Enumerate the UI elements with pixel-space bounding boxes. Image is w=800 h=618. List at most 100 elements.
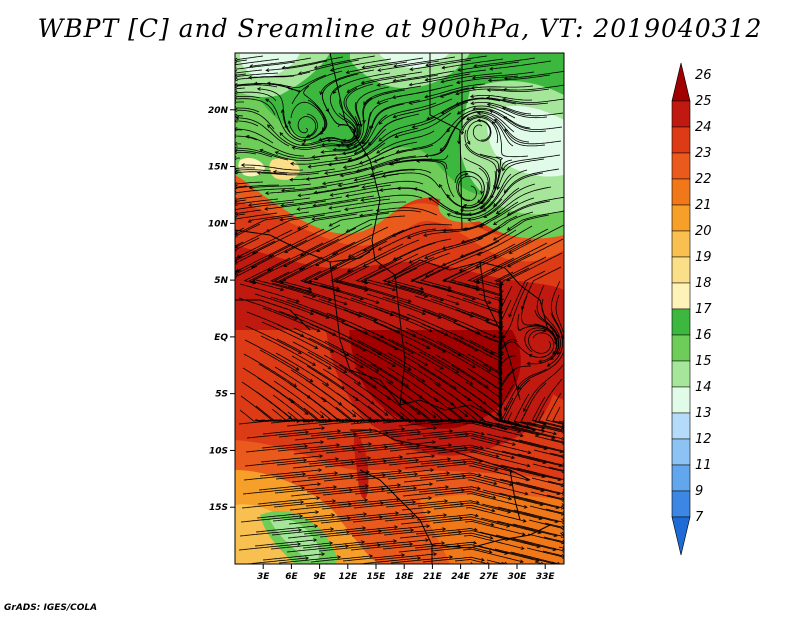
streamline [357,445,420,453]
streamline-arrow [331,513,336,518]
streamline [420,266,452,289]
streamline-arrow [395,511,400,516]
streamline-arrow [561,463,564,467]
streamline [298,59,360,74]
streamline [240,515,303,523]
streamline [378,228,437,251]
streamline-arrow [561,553,564,558]
streamline [258,483,321,491]
streamline [235,98,276,116]
streamline [418,365,471,401]
streamline [366,293,426,315]
streamline-arrow [463,203,468,208]
streamline [308,337,364,368]
streamline-arrow [473,527,478,532]
streamline-arrow [486,561,490,564]
credit-text: GrADS: IGES/COLA [4,603,98,613]
streamline-arrow [413,187,418,191]
streamline [455,97,517,106]
streamline [256,511,319,519]
streamline-arrow [265,68,270,72]
streamline [305,379,356,417]
streamline-arrow [365,484,370,489]
streamline-arrow [466,397,471,401]
streamline [527,326,559,365]
streamline-arrow [466,140,471,145]
streamline [480,159,513,210]
streamline [362,180,424,188]
streamline [550,438,564,443]
streamline [466,493,527,508]
streamline [496,186,552,214]
streamline-arrow [470,562,474,564]
streamline [270,542,333,550]
streamline-arrow [313,65,318,70]
streamline-arrow [496,440,501,444]
streamline [458,116,499,144]
streamline-arrow [315,262,320,267]
colorbar-label: 22 [695,172,712,187]
streamline [475,239,532,269]
streamline [236,223,261,237]
streamline-arrow [489,535,494,540]
streamline [373,144,434,163]
streamline [238,543,301,551]
streamline [363,253,419,282]
streamline-arrow [479,445,484,450]
streamline [236,59,248,62]
streamline-arrow [286,86,291,90]
streamline-arrow [389,161,394,166]
streamline [355,257,403,284]
streamline-arrow [482,208,487,212]
streamline-arrow [426,116,431,120]
streamline [502,562,506,564]
streamline [307,471,370,479]
streamline-arrow [329,193,334,197]
streamline [499,478,560,495]
streamline-arrow [561,531,564,536]
streamline [460,229,517,258]
streamline [494,271,514,308]
streamline-arrow [506,227,511,231]
streamline-arrow [251,278,256,283]
streamline [303,85,328,135]
streamline [425,69,487,81]
streamline-arrow [430,468,435,473]
streamline-arrow [428,496,433,501]
colorbar-label: 19 [695,250,712,265]
streamline [254,419,315,422]
streamline [396,126,451,153]
streamline [300,270,340,292]
streamline [304,393,357,422]
x-tick-label: 27E [479,572,499,582]
streamline [546,494,562,500]
streamline [277,324,334,353]
streamline [241,501,304,509]
streamline [236,209,262,214]
streamline [236,109,275,130]
streamline [347,243,404,272]
streamline-arrow [488,549,493,554]
streamline-arrow [424,153,429,158]
streamline [449,378,500,416]
streamline [425,115,468,157]
streamline [292,143,354,150]
streamline [359,210,422,217]
streamline [488,74,551,81]
streamline-arrow [363,285,368,290]
streamline [489,110,547,132]
streamline [424,237,484,259]
streamline [306,365,359,401]
streamline-arrow [527,450,532,455]
streamline [497,256,547,286]
streamline [329,84,356,132]
streamline [270,271,312,293]
streamline-arrow [492,495,497,500]
chart-title: WBPT [C] and Sreamline at 900hPa, VT: 20… [37,14,763,43]
streamline-arrow [361,540,366,545]
streamline-arrow [526,361,531,366]
streamline-arrow [378,265,383,269]
streamline [254,539,317,547]
streamline-arrow [298,350,302,354]
colorbar-label: 13 [695,406,712,421]
